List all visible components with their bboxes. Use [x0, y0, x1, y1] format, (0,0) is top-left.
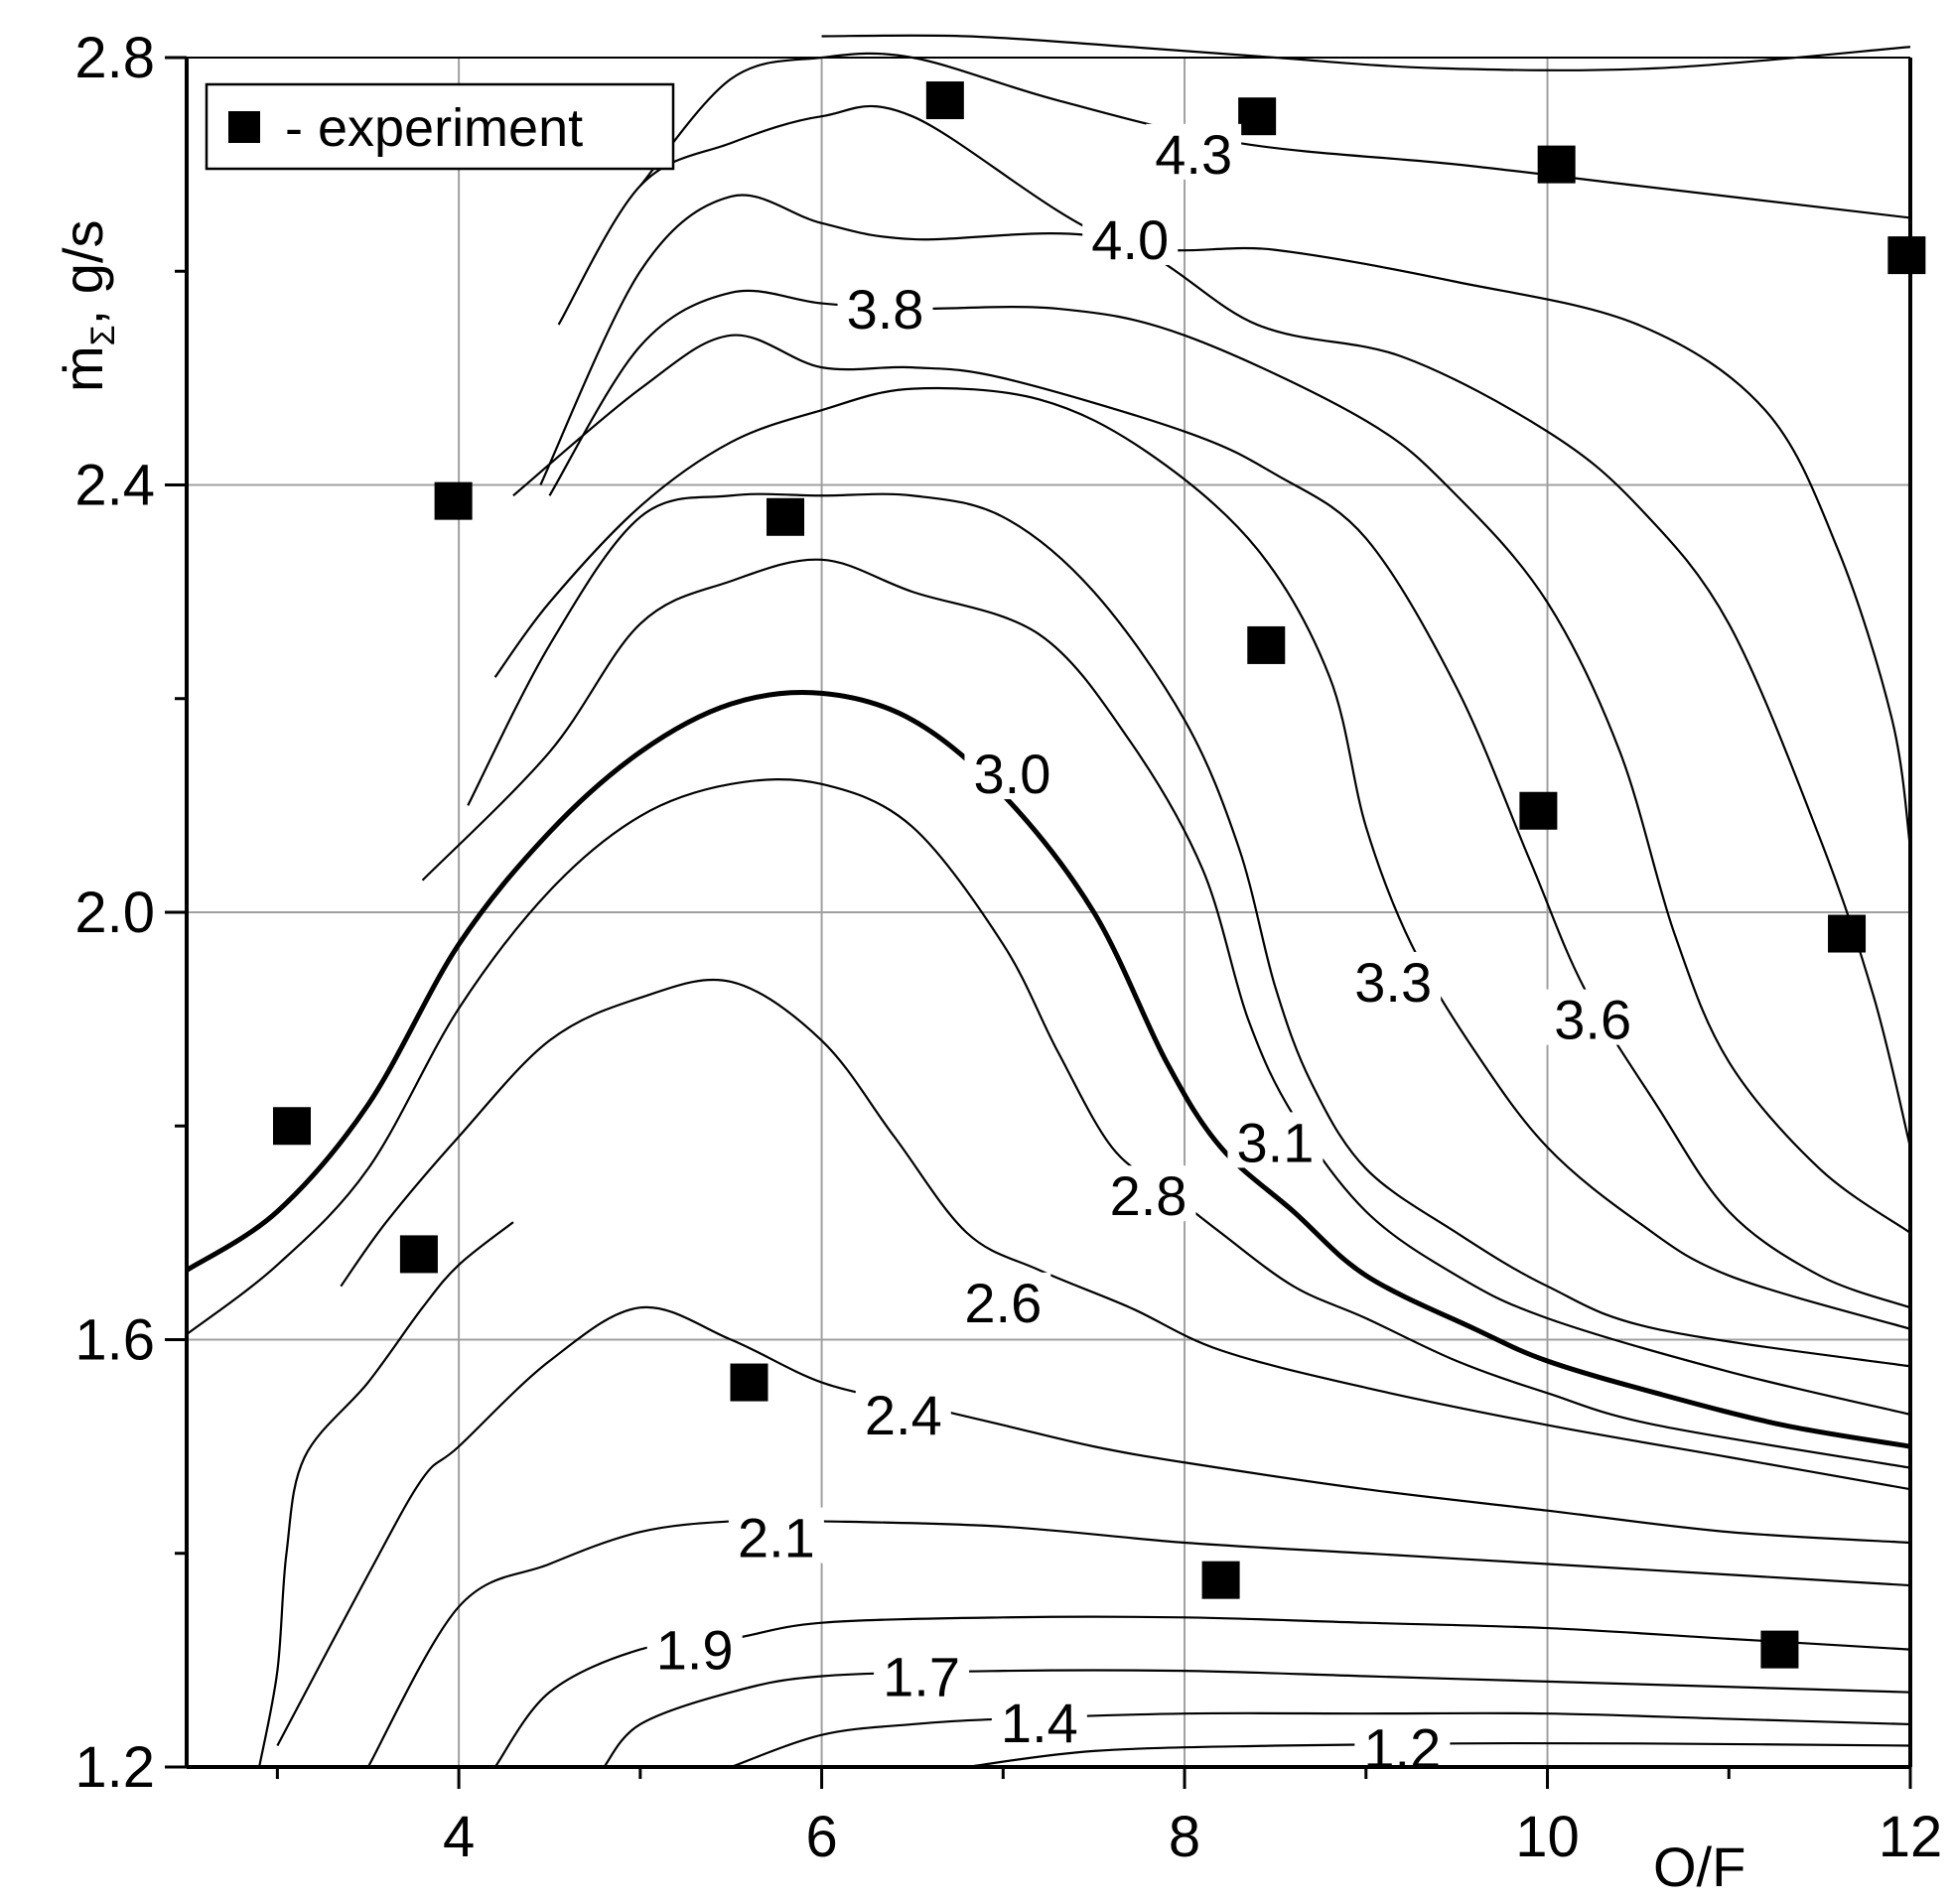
experiment-point	[399, 1235, 438, 1274]
contour-label: 1.7	[883, 1646, 960, 1708]
x-tick-label: 6	[805, 1805, 837, 1869]
contour-label: 1.9	[656, 1619, 734, 1682]
contour-line-1-4	[730, 1711, 1911, 1769]
axis-ticks: 4 6 8 10 12 1.2 1.6 2.0 2.4 2.8	[74, 26, 1942, 1869]
legend-box	[205, 82, 675, 171]
experiment-point	[1519, 791, 1558, 830]
contour-label: 3.1	[1236, 1111, 1314, 1173]
experiment-point	[1238, 97, 1277, 136]
contour-line-1-9	[493, 1615, 1911, 1768]
contour-label-bg	[1100, 1165, 1196, 1222]
contour-label-bg	[1227, 1112, 1324, 1168]
experiment-point	[272, 1107, 311, 1146]
contour-label-bg	[728, 1507, 824, 1564]
y-tick-label: 1.6	[74, 1308, 155, 1373]
contour-line-3-0b	[421, 558, 1911, 1416]
legend-marker	[228, 111, 260, 143]
contour-label-bg	[1146, 123, 1242, 180]
contour-label: 2.1	[738, 1507, 815, 1569]
experiment-point	[434, 481, 473, 520]
contour-line-4-3	[821, 34, 1911, 71]
y-axis-title-rest: , g/s	[52, 219, 114, 325]
contour-line-3-0	[185, 690, 1911, 1449]
contour-line-2-1	[258, 1221, 514, 1768]
contour-label-bg	[955, 1272, 1051, 1328]
contour-label: 2.8	[1110, 1164, 1187, 1227]
contour-label-bg	[1354, 1717, 1451, 1774]
x-tick-label: 4	[443, 1805, 475, 1869]
y-tick-label: 2.0	[74, 881, 155, 945]
legend: - experiment	[205, 82, 675, 171]
y-tick-label: 1.2	[74, 1735, 155, 1800]
contour-label-bg	[964, 744, 1060, 800]
x-tick-label: 12	[1879, 1805, 1943, 1869]
x-tick-label: 10	[1515, 1805, 1580, 1869]
contour-line-1-7	[603, 1669, 1911, 1768]
x-tick-label: 8	[1169, 1805, 1200, 1869]
contour-label: 1.4	[1001, 1692, 1078, 1754]
contour-label: 4.3	[1155, 123, 1232, 186]
contour-label: 3.0	[974, 743, 1051, 805]
contour-label-bg	[1345, 951, 1442, 1008]
y-tick-label: 2.4	[74, 454, 155, 518]
y-axis-title-sub: Σ	[84, 325, 122, 345]
contour-label-bg	[837, 278, 933, 335]
contour-line-3-1	[467, 492, 1911, 1368]
experiment-point	[767, 497, 805, 536]
contour-label-bg	[874, 1646, 970, 1702]
contour-label-bg	[1545, 989, 1641, 1045]
contour-lines	[185, 34, 1912, 1769]
contour-label: 4.0	[1091, 208, 1169, 271]
contour-label: 3.3	[1354, 951, 1432, 1014]
contour-label: 3.6	[1554, 989, 1631, 1051]
y-tick-label: 2.8	[74, 26, 155, 90]
contour-line-2-8	[186, 778, 1911, 1469]
contour-line-4-3b	[639, 52, 1911, 219]
experiment-point	[1760, 1630, 1799, 1669]
experiment-point	[1828, 914, 1867, 953]
contour-label-bg	[646, 1619, 743, 1676]
experiment-point	[1247, 625, 1286, 664]
contour-label-bg	[991, 1692, 1087, 1748]
contour-labels: 4.3 4.0 3.8 3.0 3.3 3.6 3.1 2.8 2.6 2.4 2.11.9 1.7 1…	[646, 123, 1641, 1780]
contour-line-2-6	[340, 978, 1911, 1491]
experiment-point	[730, 1363, 768, 1402]
contour-label: 3.8	[847, 278, 924, 340]
contour-label: 1.2	[1363, 1717, 1441, 1780]
contour-line-3-3	[493, 386, 1911, 1330]
y-axis-title: ṁΣ, g/s	[52, 219, 122, 392]
experiment-point	[925, 81, 964, 120]
contour-label: 2.4	[865, 1384, 942, 1446]
contour-line-4-0	[557, 104, 1912, 849]
contour-label-bg	[1082, 208, 1179, 265]
experiment-point	[1201, 1561, 1240, 1599]
contour-label: 2.6	[964, 1272, 1042, 1334]
experiment-point	[1537, 145, 1576, 184]
y-axis-title-main: ṁ	[52, 345, 114, 392]
contour-line-3-8	[539, 194, 1912, 1149]
experiment-point	[1887, 236, 1926, 275]
legend-label: - experiment	[285, 98, 583, 158]
contour-line-2-1b	[366, 1519, 1911, 1768]
x-axis-title: O/F	[1653, 1836, 1745, 1898]
contour-line-3-6	[512, 334, 1911, 1309]
contour-line-3-8b	[548, 289, 1911, 1234]
contour-label-bg	[855, 1384, 951, 1440]
experiment-points	[272, 81, 1926, 1669]
